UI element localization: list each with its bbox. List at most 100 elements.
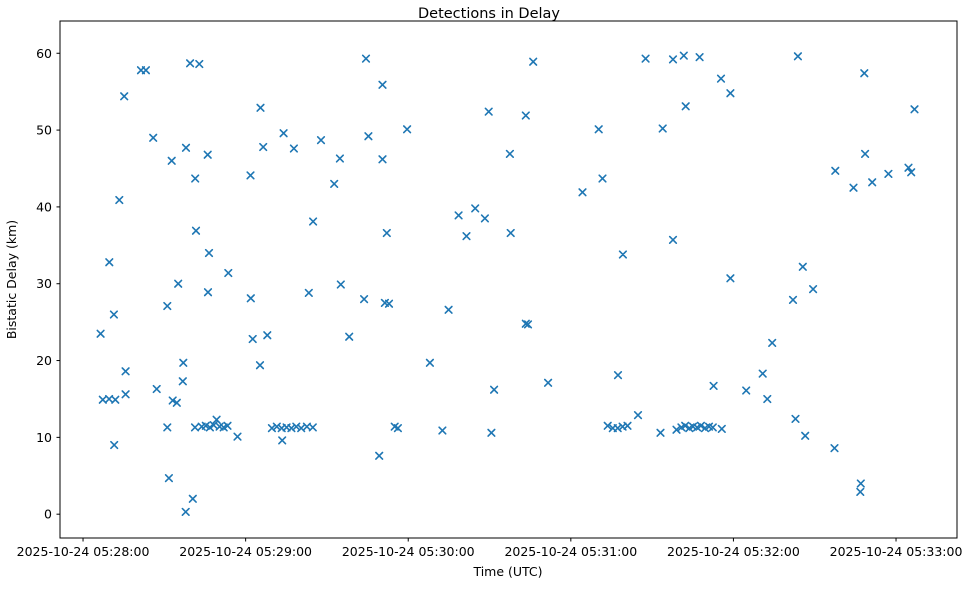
x-axis-ticks: 2025-10-24 05:28:00 2025-10-24 05:29:00 20… [17,538,963,559]
detection-marker [594,125,603,134]
detection-marker [798,262,807,271]
detection-marker [758,369,767,378]
detection-marker [726,274,735,283]
detection-marker [141,66,150,75]
detection-marker [308,423,317,432]
chart-title: Detections in Delay [418,6,560,22]
detection-marker [695,52,704,62]
detection-marker [793,52,803,61]
detection-marker [672,425,681,434]
detection-marker [487,428,496,437]
detection-marker [279,129,288,138]
detection-marker [121,390,130,399]
detection-marker [868,178,877,187]
detection-marker [98,395,107,404]
detection-marker [656,428,665,437]
detection-marker [289,144,298,153]
detection-marker [263,331,272,340]
x-tick-label: 2025-10-24 05:31:00 [504,544,637,559]
detection-marker [178,377,187,386]
detection-marker [168,396,177,405]
x-axis-label: Time (UTC) [472,564,542,579]
detection-marker [709,381,718,390]
detection-marker [438,426,447,435]
y-tick-label: 60 [36,46,52,61]
x-tick-label: 2025-10-24 05:33:00 [830,544,963,559]
detection-marker [904,163,913,172]
y-tick-label: 0 [44,507,52,522]
detection-marker [104,394,114,404]
detection-marker [256,103,265,112]
detection-marker [696,421,706,430]
detection-marker [462,232,471,241]
detection-marker [201,421,210,430]
detection-marker [152,384,161,394]
detection-marker [335,154,344,163]
detection-marker [330,179,339,188]
detection-marker [364,132,373,141]
detection-marker [203,288,213,297]
detection-marker [668,235,678,244]
detection-marker [191,174,200,183]
y-axis-label: Bistatic Delay (km) [4,220,19,339]
detection-marker [480,214,489,223]
detection-marker [121,367,130,376]
detection-marker [212,415,221,424]
y-tick-label: 20 [36,353,52,368]
detection-marker [742,386,751,395]
detection-marker [167,156,176,165]
detection-marker [658,124,667,133]
detection-marker [246,294,255,303]
detection-marker [110,440,119,450]
detection-marker [910,105,919,114]
detection-marker [633,411,643,420]
detection-marker [345,332,354,341]
detection-marker [708,423,717,432]
detection-marker [716,74,726,83]
detection-marker [907,168,916,177]
detection-marker [316,136,326,145]
detection-marker [506,228,515,238]
detection-marker [96,329,105,338]
detection-marker [115,195,124,205]
detection-marker [164,474,173,483]
x-tick-label: 2025-10-24 05:30:00 [342,544,475,559]
detection-marker [578,188,587,197]
detection-marker [484,107,493,116]
detection-marker [120,92,129,101]
detection-marker [181,507,190,516]
detection-marker [233,432,242,441]
detection-marker [360,295,369,304]
detection-marker [149,133,158,142]
y-tick-label: 40 [36,199,52,214]
detection-marker [190,423,200,432]
detection-marker [618,250,628,259]
detection-marker [179,358,188,367]
detection-marker [681,102,690,111]
detection-marker [163,301,172,311]
detection-marker [223,421,232,430]
detection-marker [361,54,371,63]
detection-marker [856,479,865,488]
detection-marker [726,89,735,98]
detection-marker [679,51,688,60]
detection-marker [204,248,214,258]
detection-marker [393,424,402,433]
detection-marker [788,295,798,304]
detection-marker [505,149,514,158]
detection-marker [490,385,499,394]
axes-frame [59,20,958,539]
detection-marker [172,398,181,407]
detection-marker [425,358,434,367]
detection-marker [830,444,839,453]
detection-marker [717,424,726,433]
detection-marker [384,299,394,308]
detection-marker [255,361,265,370]
detection-marker [444,305,453,314]
detection-marker [111,395,120,404]
detection-marker [849,183,858,192]
detection-marker [224,268,233,278]
detection-marker [623,421,632,430]
detection-marker [831,166,840,175]
detection-marker [521,319,530,328]
